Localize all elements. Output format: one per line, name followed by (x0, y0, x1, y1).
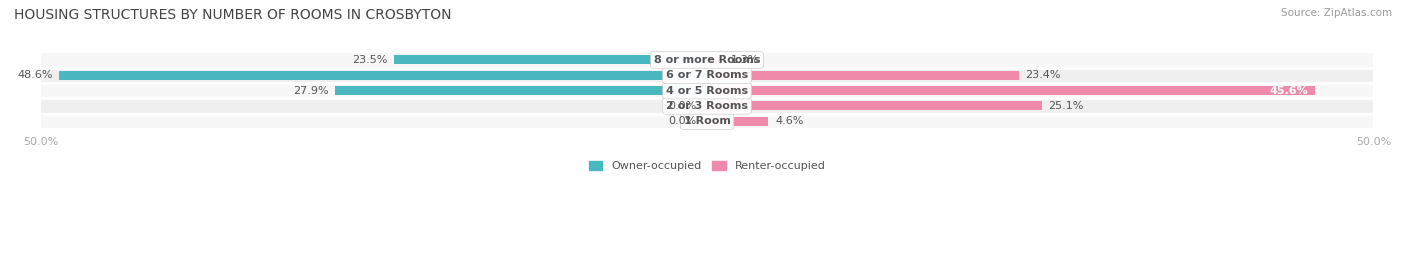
Text: 1 Room: 1 Room (683, 116, 731, 126)
Text: 23.5%: 23.5% (352, 55, 387, 65)
Bar (707, 117, 768, 126)
Text: 25.1%: 25.1% (1049, 101, 1084, 111)
Text: 45.6%: 45.6% (1270, 86, 1308, 95)
Bar (41, 83, 1374, 98)
Bar (335, 86, 707, 95)
Bar (59, 71, 707, 80)
Text: 4.6%: 4.6% (775, 116, 803, 126)
Text: 0.0%: 0.0% (668, 116, 696, 126)
Text: 1.3%: 1.3% (731, 55, 759, 65)
Text: Source: ZipAtlas.com: Source: ZipAtlas.com (1281, 8, 1392, 18)
Bar (41, 68, 1374, 82)
Bar (707, 71, 1019, 80)
Bar (41, 114, 1374, 128)
Bar (394, 55, 707, 64)
Bar (707, 55, 724, 64)
Text: 27.9%: 27.9% (292, 86, 329, 95)
Bar (41, 53, 1374, 67)
Text: 6 or 7 Rooms: 6 or 7 Rooms (666, 70, 748, 80)
Text: 2 or 3 Rooms: 2 or 3 Rooms (666, 101, 748, 111)
Legend: Owner-occupied, Renter-occupied: Owner-occupied, Renter-occupied (585, 157, 830, 176)
Text: HOUSING STRUCTURES BY NUMBER OF ROOMS IN CROSBYTON: HOUSING STRUCTURES BY NUMBER OF ROOMS IN… (14, 8, 451, 22)
Text: 0.0%: 0.0% (668, 101, 696, 111)
Text: 48.6%: 48.6% (17, 70, 52, 80)
Bar (707, 86, 1315, 95)
Text: 4 or 5 Rooms: 4 or 5 Rooms (666, 86, 748, 95)
Text: 23.4%: 23.4% (1025, 70, 1062, 80)
Text: 8 or more Rooms: 8 or more Rooms (654, 55, 761, 65)
Bar (41, 99, 1374, 113)
Bar (707, 101, 1042, 110)
